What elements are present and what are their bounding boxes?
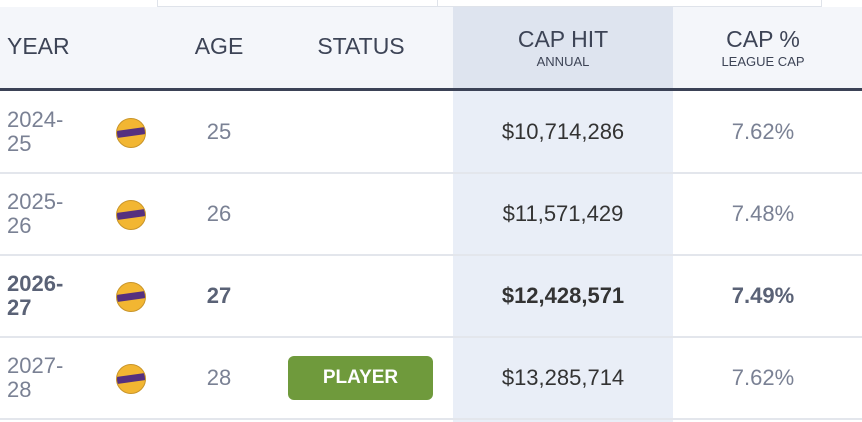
- age: 25: [206, 119, 232, 144]
- logo-stripe: [117, 290, 145, 303]
- status-badge: PLAYER: [288, 356, 433, 400]
- tab-divider: [437, 0, 438, 6]
- status-header: STATUS: [317, 33, 405, 59]
- row-divider: [0, 336, 862, 338]
- year: 2024-25: [7, 107, 64, 156]
- cap-pct: 7.62%: [731, 365, 795, 390]
- tab-edge: [157, 0, 822, 7]
- cap-pct-subheader: LEAGUE CAP: [721, 54, 805, 69]
- year-header: YEAR: [7, 33, 70, 59]
- logo-stripe: [117, 372, 145, 385]
- age-header: AGE: [194, 33, 244, 59]
- row-divider: [0, 418, 862, 420]
- cap-hit: $13,285,714: [501, 365, 625, 390]
- cap-pct: 7.62%: [731, 119, 795, 144]
- cap-hit: $12,428,571: [501, 283, 625, 308]
- cap-hit-header-bg: [453, 7, 673, 88]
- header-bg: [0, 7, 862, 88]
- cap-pct: 7.49%: [731, 283, 795, 308]
- cap-hit-header: CAP HIT: [517, 26, 609, 52]
- cap-hit: $10,714,286: [501, 119, 625, 144]
- team-logo: [116, 200, 146, 230]
- row-divider: [0, 254, 862, 256]
- cap-hit-subheader: ANNUAL: [536, 54, 590, 69]
- year: 2025-26: [7, 189, 64, 238]
- row-divider: [0, 172, 862, 174]
- cap-hit: $11,571,429: [502, 201, 624, 226]
- age: 26: [206, 201, 232, 226]
- logo-stripe: [117, 126, 145, 139]
- team-logo: [116, 118, 146, 148]
- logo-stripe: [117, 208, 145, 221]
- header-rule: [0, 88, 862, 91]
- team-logo: [116, 364, 146, 394]
- cap-hit-column-bg: [453, 91, 673, 422]
- age: 28: [206, 365, 232, 390]
- age: 27: [206, 283, 232, 308]
- cap-pct-header: CAP %: [726, 26, 800, 52]
- year: 2027-28: [7, 353, 64, 402]
- team-logo: [116, 282, 146, 312]
- cap-pct: 7.48%: [731, 201, 795, 226]
- year: 2026-27: [7, 271, 64, 320]
